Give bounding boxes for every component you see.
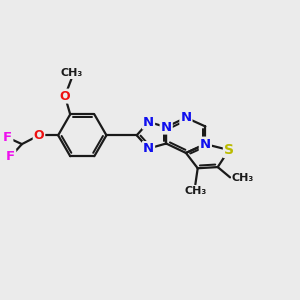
Text: CH₃: CH₃ — [184, 186, 206, 196]
Text: N: N — [160, 121, 172, 134]
Text: F: F — [6, 150, 15, 163]
Text: N: N — [180, 111, 191, 124]
Text: O: O — [34, 129, 44, 142]
Text: N: N — [143, 142, 154, 155]
Text: CH₃: CH₃ — [232, 173, 254, 183]
Text: CH₃: CH₃ — [60, 68, 82, 78]
Text: F: F — [3, 131, 12, 144]
Text: S: S — [224, 143, 234, 157]
Text: O: O — [60, 90, 70, 103]
Text: N: N — [143, 116, 154, 128]
Text: N: N — [200, 138, 211, 151]
